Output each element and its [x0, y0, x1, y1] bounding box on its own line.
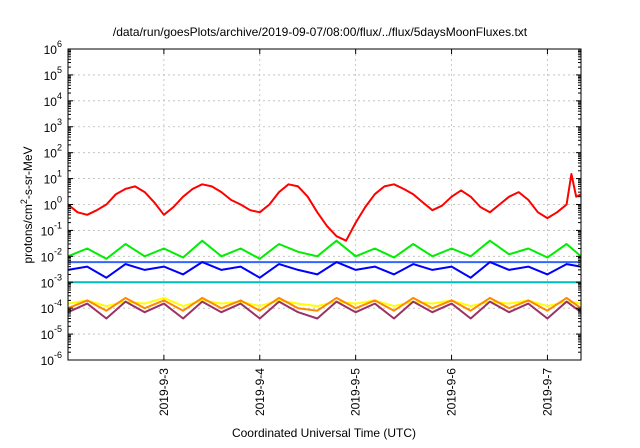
y-tick-label: 10-4: [41, 298, 62, 316]
series-group: [67, 173, 582, 320]
y-tick-label: 103: [44, 117, 62, 135]
y-axis-label-rest: -s-sr-MeV: [21, 146, 35, 199]
y-axis-ticks: 106 105 104 103 102 101 100 10-1 10-2 10-3 10-4 10-…: [41, 39, 581, 368]
series-line-4: [67, 261, 582, 279]
y-tick-label: 101: [44, 169, 62, 187]
y-tick-label: 100: [44, 195, 62, 213]
y-axis-label-base: protons/cm: [21, 204, 35, 263]
y-axis-label-sup: 2: [19, 199, 29, 204]
y-tick-label: 10-3: [41, 272, 62, 290]
y-axis-label: protons/cm2-s-sr-MeV: [19, 146, 35, 263]
series-line-2: [67, 239, 582, 260]
x-tick-label: 2019-9-6: [445, 368, 459, 416]
y-tick-label: 104: [44, 91, 62, 109]
x-tick-label: 2019-9-3: [157, 368, 171, 416]
x-tick-label: 2019-9-4: [253, 368, 267, 416]
x-axis-label: Coordinated Universal Time (UTC): [232, 426, 416, 440]
x-tick-label: 2019-9-5: [349, 368, 363, 416]
grid: [68, 49, 581, 360]
y-tick-label: 102: [44, 143, 62, 161]
y-tick-label: 10-1: [41, 220, 62, 238]
series-line-7: [67, 296, 582, 312]
chart-title: /data/run/goesPlots/archive/2019-09-07/0…: [113, 25, 528, 39]
series-line-1: [67, 173, 582, 242]
y-tick-label: 106: [44, 39, 62, 57]
y-tick-label: 10-5: [41, 324, 62, 342]
y-tick-label: 10-2: [41, 246, 62, 264]
y-tick-label: 10-6: [41, 350, 62, 368]
x-tick-label: 2019-9-7: [540, 368, 554, 416]
x-axis-ticks: 2019-9-3 2019-9-4 2019-9-5 2019-9-6 2019-9-7: [157, 49, 554, 416]
y-tick-label: 105: [44, 65, 62, 83]
series-line-8: [67, 300, 582, 320]
